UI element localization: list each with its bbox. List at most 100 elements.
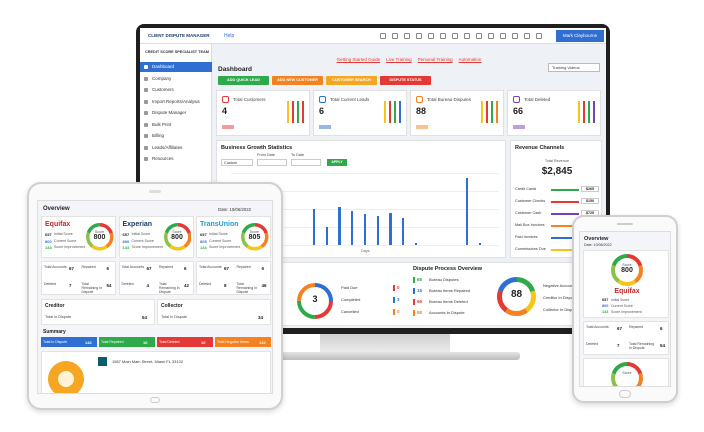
stat-value: 67 xyxy=(617,326,623,331)
menu-item[interactable]: Customers xyxy=(152,87,174,92)
card-icon xyxy=(513,96,520,103)
training-link[interactable]: Personal Training xyxy=(417,57,453,62)
panel-title: Business Growth Statistics xyxy=(221,145,293,151)
action-button[interactable]: ADD NEW CUSTOMER xyxy=(272,76,323,85)
menu-item[interactable]: Import Reports/Analysis xyxy=(152,98,200,104)
card-accent xyxy=(486,101,488,123)
panel-title: Revenue Channels xyxy=(515,145,565,151)
stat-label: Repaired xyxy=(81,265,96,269)
ring-segment xyxy=(241,223,269,251)
score-line-value: 143 xyxy=(602,310,609,314)
training-select[interactable]: Training Videos xyxy=(548,63,600,72)
bar xyxy=(402,218,405,245)
training-link[interactable]: Live Training xyxy=(386,57,412,62)
help-link[interactable]: Help xyxy=(224,33,235,39)
channel-line xyxy=(551,249,579,251)
score-line-label: Initial Score xyxy=(131,232,151,236)
score-line-label: Initial Score xyxy=(611,298,630,302)
action-button[interactable]: ADD QUICK LEAD xyxy=(218,76,269,85)
ring-segment xyxy=(611,254,643,286)
menu-item[interactable]: Resources xyxy=(152,156,174,161)
bar xyxy=(376,216,379,245)
ring-segment xyxy=(497,277,536,316)
home-icon xyxy=(98,357,107,366)
toolbar-icon[interactable] xyxy=(488,33,494,39)
monitor-base xyxy=(250,352,520,360)
summary-value: 10 xyxy=(201,339,206,345)
card-icon xyxy=(416,96,423,103)
section-label: Total In Dispute xyxy=(45,315,72,319)
ring-segment xyxy=(611,254,643,286)
ring-segment xyxy=(611,362,643,386)
toolbar-icon[interactable] xyxy=(512,33,518,39)
menu-item[interactable]: Dashboard xyxy=(140,62,212,72)
card-accent xyxy=(394,101,396,123)
toolbar-icon[interactable] xyxy=(404,33,410,39)
menu-item[interactable]: Bulk Print xyxy=(152,121,172,127)
apply-button[interactable]: APPLY xyxy=(327,159,347,166)
card-value: 6 xyxy=(319,106,325,116)
toolbar-icon[interactable] xyxy=(380,33,386,39)
ring-segment xyxy=(611,254,643,286)
summary-item: Total Deleted 10 xyxy=(157,337,213,347)
score-label: Score xyxy=(94,230,105,234)
stat-value: 42 xyxy=(184,283,190,288)
ring-segment xyxy=(611,254,643,286)
training-link[interactable]: Getting Started Guide xyxy=(336,57,381,62)
bar xyxy=(414,243,418,245)
stat-label: Repaired xyxy=(629,325,644,329)
filter-select[interactable]: Custom xyxy=(221,159,253,166)
card-accent xyxy=(297,101,299,123)
toolbar-icon[interactable] xyxy=(524,33,530,39)
training-link[interactable]: Automation xyxy=(458,57,482,62)
toolbar-icon[interactable] xyxy=(500,33,506,39)
toolbar-icon[interactable] xyxy=(428,33,434,39)
action-button[interactable]: DISPUTE STATUS xyxy=(380,76,431,85)
stat-label: Total Accounts xyxy=(44,265,67,269)
bar xyxy=(389,212,392,245)
card-badge xyxy=(416,125,428,129)
toolbar-icon[interactable] xyxy=(452,33,458,39)
toolbar-icon[interactable] xyxy=(476,33,482,39)
action-button[interactable]: CUSTOMER SEARCH xyxy=(326,76,377,85)
toolbar-icon[interactable] xyxy=(440,33,446,39)
card-label: Total Current Leads xyxy=(330,97,370,102)
stat-label: Total Remaining In Dispute xyxy=(629,342,655,350)
user-menu[interactable]: Mark Claybourne xyxy=(556,30,604,42)
avatar-inner xyxy=(58,371,74,387)
menu-item[interactable]: Company xyxy=(152,75,172,81)
menu-item[interactable]: Leads/Affiliates xyxy=(152,144,183,150)
channel-amount: $150 xyxy=(581,198,599,204)
grid-line xyxy=(231,209,499,210)
to-input[interactable] xyxy=(291,159,321,166)
bureau-card: TransUnion 657 Initial Score 805 Current Sco… xyxy=(196,216,271,258)
card-accent xyxy=(491,101,493,123)
card-label: Total Customers xyxy=(233,97,266,102)
ring-segment xyxy=(297,283,333,319)
score-line-value: 143 xyxy=(45,245,52,250)
card-value: 4 xyxy=(222,106,228,116)
from-input[interactable] xyxy=(257,159,287,166)
channel-line xyxy=(551,189,579,191)
section-value: 54 xyxy=(142,315,148,320)
toolbar-icon[interactable] xyxy=(416,33,422,39)
stat-value: 54 xyxy=(106,283,112,288)
channel-amount: $265 xyxy=(581,186,599,192)
toolbar-icon[interactable] xyxy=(392,33,398,39)
from-label: From Date xyxy=(257,153,275,157)
item-name: Accounts In Dispute xyxy=(429,310,465,315)
score-line-label: Initial Score xyxy=(54,232,73,236)
bureau-stats: Total Accounts 67 Repaired 6 Deleted 8 Total R… xyxy=(196,261,271,295)
ring-segment xyxy=(163,223,191,251)
toolbar-icon[interactable] xyxy=(464,33,470,39)
address: 1567 Main Main Street, Miami FL 33132 xyxy=(112,359,183,364)
menu-item[interactable]: Dispute Manager xyxy=(152,110,187,115)
card-label: Total Deleted xyxy=(524,97,551,102)
ring xyxy=(241,223,269,251)
toolbar-icon[interactable] xyxy=(536,33,542,39)
item-name: Bureau Items Repaired xyxy=(429,288,471,293)
menu-item[interactable]: Billing xyxy=(152,133,165,138)
stat-label: Total Accounts xyxy=(586,325,609,329)
bar xyxy=(465,177,469,245)
